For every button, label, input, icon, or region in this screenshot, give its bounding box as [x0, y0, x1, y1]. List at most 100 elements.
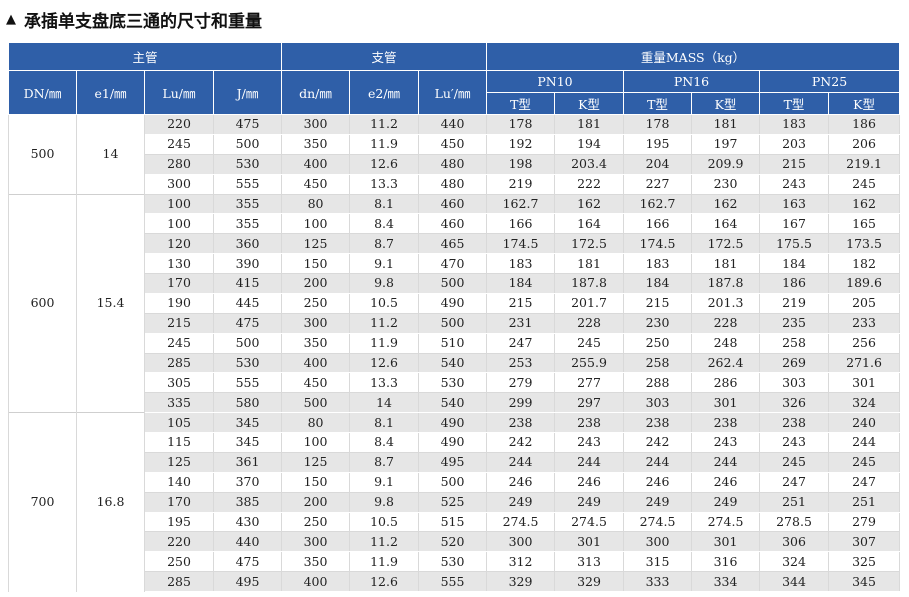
table-cell: 540: [418, 353, 488, 374]
table-cell: 500: [418, 273, 488, 294]
dn-cell: 600: [8, 193, 77, 413]
table-cell: 100: [281, 213, 351, 235]
table-cell: 530: [418, 551, 488, 573]
table-cell: 274.5: [691, 512, 761, 533]
table-cell: 238: [691, 412, 761, 433]
table-cell: 248: [691, 333, 761, 354]
header-pn16-t: T型: [623, 92, 693, 115]
table-cell: 205: [828, 293, 901, 314]
table-cell: 312: [486, 551, 556, 573]
table-cell: 280: [144, 154, 214, 175]
table-cell: 8.1: [349, 412, 420, 433]
table-cell: 201.3: [691, 293, 761, 314]
table-cell: 475: [212, 551, 283, 573]
table-cell: 246: [623, 472, 693, 493]
table-cell: 300: [281, 531, 351, 553]
table-cell: 200: [281, 273, 351, 294]
header-pn25: PN25: [759, 70, 901, 93]
table-cell: 222: [554, 174, 625, 195]
table-cell: 245: [554, 333, 625, 354]
table-cell: 219.1: [828, 154, 901, 175]
table-cell: 251: [828, 492, 901, 513]
table-cell: 385: [212, 492, 283, 513]
table-row: 250 475 350 11.9 530 312 313 315 316 324 325: [9, 551, 901, 573]
header-pn10: PN10: [486, 70, 625, 93]
table-cell: 9.1: [349, 472, 420, 493]
table-cell: 334: [691, 571, 761, 592]
table-cell: 130: [144, 253, 214, 274]
table-cell: 305: [144, 372, 214, 394]
table-cell: 329: [554, 571, 625, 592]
table-cell: 390: [212, 253, 283, 274]
table-cell: 500: [212, 134, 283, 155]
table-cell: 203: [759, 134, 830, 155]
table-cell: 10.5: [349, 512, 420, 533]
header-e2: e2/㎜: [349, 70, 420, 115]
e1-cell: 16.8: [76, 412, 145, 592]
table-cell: 450: [281, 372, 351, 394]
table-cell: 150: [281, 253, 351, 274]
table-cell: 301: [691, 392, 761, 414]
table-cell: 288: [623, 372, 693, 394]
table-cell: 515: [418, 512, 488, 533]
table-cell: 350: [281, 134, 351, 155]
triangle-up-icon: ▲: [6, 11, 16, 27]
table-cell: 306: [759, 531, 830, 553]
table-cell: 300: [623, 531, 693, 553]
table-row: 115 345 100 8.4 490 242 243 242 243 243 244: [9, 432, 901, 453]
table-cell: 243: [691, 432, 761, 453]
table-cell: 300: [144, 174, 214, 195]
table-cell: 184: [623, 273, 693, 294]
header-pn10-t: T型: [486, 92, 556, 115]
table-cell: 194: [554, 134, 625, 155]
table-cell: 125: [144, 452, 214, 473]
table-cell: 329: [486, 571, 556, 592]
table-cell: 460: [418, 194, 488, 215]
table-cell: 186: [828, 114, 901, 135]
table-cell: 183: [623, 253, 693, 274]
table-cell: 162: [554, 194, 625, 215]
table-cell: 10.5: [349, 293, 420, 314]
header-pn16: PN16: [623, 70, 761, 93]
table-cell: 555: [212, 174, 283, 195]
header-e1: e1/㎜: [76, 70, 145, 115]
header-main-pipe: 主管: [7, 42, 283, 71]
e1-cell: 14: [76, 114, 145, 194]
table-cell: 316: [691, 551, 761, 573]
table-cell: 277: [554, 372, 625, 394]
table-cell: 11.2: [349, 531, 420, 553]
table-cell: 162: [691, 194, 761, 215]
table-cell: 246: [691, 472, 761, 493]
table-cell: 187.8: [691, 273, 761, 294]
table-cell: 162: [828, 194, 901, 215]
table-cell: 170: [144, 273, 214, 294]
table-cell: 245: [828, 452, 901, 473]
table-cell: 440: [212, 531, 283, 553]
table-cell: 9.1: [349, 253, 420, 274]
table-cell: 344: [759, 571, 830, 592]
table-cell: 8.7: [349, 233, 420, 255]
table-cell: 198: [486, 154, 556, 175]
table-cell: 300: [486, 531, 556, 553]
table-row: 125 361 125 8.7 495 244 244 244 244 245 245: [9, 452, 901, 473]
table-cell: 250: [281, 512, 351, 533]
table-cell: 197: [691, 134, 761, 155]
table-cell: 279: [828, 512, 901, 533]
table-cell: 251: [759, 492, 830, 513]
table-cell: 200: [281, 492, 351, 513]
table-cell: 186: [759, 273, 830, 294]
table-cell: 300: [281, 114, 351, 135]
table-cell: 166: [486, 213, 556, 235]
table-cell: 278.5: [759, 512, 830, 533]
table-cell: 238: [759, 412, 830, 433]
table-cell: 120: [144, 233, 214, 255]
table-cell: 184: [759, 253, 830, 274]
table-row: 280 530 400 12.6 480 198 203.4 204 209.9 215 219.1: [9, 154, 901, 175]
table-row: 500 14 220 475 300 11.2 440 178 181 178 181 183 186: [8, 114, 901, 194]
header-lu: Lu/㎜: [144, 70, 214, 115]
table-row: 195 430 250 10.5 515 274.5 274.5 274.5 274.5 278.…: [9, 512, 901, 533]
table-cell: 115: [144, 432, 214, 453]
table-cell: 285: [144, 353, 214, 374]
table-cell: 465: [418, 233, 488, 255]
table-cell: 8.4: [349, 432, 420, 453]
